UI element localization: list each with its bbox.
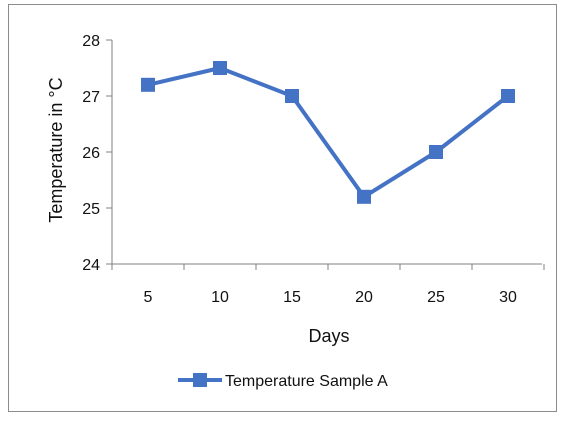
series-line — [146, 66, 510, 199]
chart-ticks: 24 25 26 27 28 5 10 15 20 25 30 — [82, 33, 545, 306]
y-tick-label: 25 — [82, 201, 100, 218]
data-point — [357, 189, 371, 204]
chart-axes — [111, 40, 542, 265]
data-point — [141, 77, 155, 92]
y-axis-title: Temperature in °C — [46, 77, 66, 222]
legend-series-label: Temperature Sample A — [225, 373, 388, 390]
x-tick-label: 30 — [499, 289, 517, 306]
y-tick-label: 26 — [82, 145, 100, 162]
data-point — [285, 89, 299, 103]
x-tick-label: 5 — [144, 289, 153, 306]
data-point — [429, 145, 443, 159]
x-tick-label: 25 — [427, 289, 445, 306]
y-tick-label: 28 — [82, 33, 100, 50]
legend-series-marker — [193, 373, 207, 387]
chart-frame — [8, 4, 557, 412]
y-tick-label: 24 — [82, 257, 100, 274]
x-axis-title: Days — [308, 326, 349, 346]
x-tick-label: 15 — [283, 289, 301, 306]
legend: Temperature Sample A — [178, 373, 388, 390]
y-tick-label: 27 — [82, 89, 100, 106]
series-layer — [141, 61, 515, 204]
x-tick-label: 20 — [355, 289, 373, 306]
x-tick-label: 10 — [211, 289, 229, 306]
data-point — [501, 89, 515, 103]
data-point — [213, 61, 227, 75]
